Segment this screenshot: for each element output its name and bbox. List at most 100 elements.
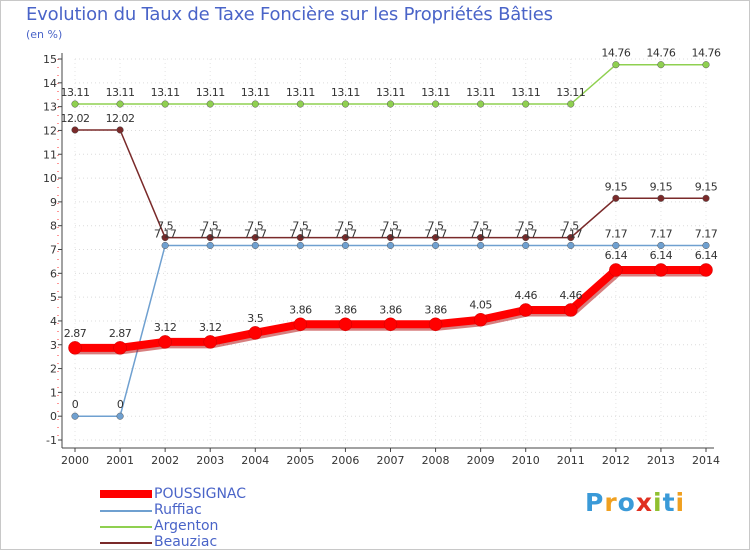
data-point[interactable]: [612, 61, 620, 69]
data-point[interactable]: [522, 234, 530, 242]
data-point[interactable]: [654, 263, 668, 277]
x-tick-label: 2003: [196, 454, 224, 467]
data-label: 13.11: [151, 86, 180, 99]
data-point[interactable]: [702, 241, 710, 250]
logo-letter: i: [653, 488, 663, 517]
data-label: 7.17: [695, 227, 718, 240]
x-tick-label: 2000: [61, 454, 89, 467]
data-point[interactable]: [251, 100, 259, 108]
data-point[interactable]: [609, 263, 623, 277]
data-point[interactable]: [338, 317, 353, 332]
data-point[interactable]: [567, 234, 575, 242]
data-point[interactable]: [71, 412, 79, 420]
data-label: 7.17: [514, 227, 537, 240]
data-label: 7.17: [289, 227, 312, 240]
legend-label: Argenton: [154, 518, 219, 534]
data-point[interactable]: [386, 241, 395, 250]
data-point[interactable]: [383, 317, 398, 332]
data-point[interactable]: [206, 100, 214, 108]
data-label: 12.02: [106, 112, 135, 125]
data-point[interactable]: [386, 234, 395, 242]
data-point[interactable]: [428, 317, 443, 332]
data-label: 14.76: [646, 47, 675, 60]
data-label: 2.87: [109, 327, 132, 340]
legend-item-beauziac[interactable]: Beauziac: [100, 534, 300, 550]
data-point[interactable]: [296, 241, 304, 250]
x-tick-label: 2010: [512, 454, 540, 467]
data-point[interactable]: [702, 61, 710, 69]
data-point[interactable]: [293, 317, 308, 332]
data-label: 9.15: [605, 180, 628, 193]
data-point[interactable]: [68, 341, 82, 355]
logo-letter: P: [585, 488, 605, 517]
data-point[interactable]: [522, 241, 530, 250]
chart-title: Evolution du Taux de Taxe Foncière sur l…: [26, 4, 553, 25]
data-label: 4.46: [514, 289, 537, 302]
data-label: 4.46: [560, 289, 583, 302]
data-point[interactable]: [296, 100, 304, 108]
data-label: 7.17: [379, 227, 402, 240]
data-point[interactable]: [341, 241, 349, 250]
data-point[interactable]: [113, 341, 127, 355]
data-point[interactable]: [251, 234, 259, 242]
data-point[interactable]: [522, 100, 530, 108]
data-point[interactable]: [477, 100, 485, 108]
data-label: 7.17: [560, 227, 583, 240]
data-point[interactable]: [116, 412, 124, 420]
y-tick-label: 5: [50, 291, 57, 304]
data-label: 7.17: [334, 227, 357, 240]
x-tick-label: 2002: [151, 454, 179, 467]
data-point[interactable]: [477, 241, 485, 250]
data-point[interactable]: [71, 126, 79, 134]
data-label: 7.17: [154, 227, 177, 240]
y-tick-label: 15: [43, 53, 57, 66]
x-tick-label: 2007: [377, 454, 405, 467]
data-point[interactable]: [341, 100, 349, 108]
data-point[interactable]: [567, 100, 575, 108]
data-point[interactable]: [564, 303, 578, 317]
y-tick-label: 8: [50, 220, 57, 233]
data-point[interactable]: [612, 241, 620, 250]
data-point[interactable]: [203, 335, 217, 349]
data-point[interactable]: [612, 194, 620, 202]
y-tick-label: 6: [50, 267, 57, 280]
y-tick-label: -1: [46, 434, 57, 447]
data-point[interactable]: [116, 100, 124, 108]
data-point[interactable]: [71, 100, 79, 108]
data-point[interactable]: [657, 241, 665, 250]
data-point[interactable]: [477, 234, 485, 242]
data-point[interactable]: [518, 303, 533, 317]
data-label: 7.17: [469, 227, 492, 240]
data-label: 6.14: [605, 249, 628, 262]
legend-item-argenton[interactable]: Argenton: [100, 518, 300, 534]
data-point[interactable]: [161, 241, 169, 250]
data-point[interactable]: [657, 61, 665, 69]
x-tick-label: 2001: [106, 454, 134, 467]
data-point[interactable]: [386, 100, 395, 108]
data-point[interactable]: [341, 234, 349, 242]
data-point[interactable]: [161, 234, 169, 242]
data-point[interactable]: [432, 241, 440, 250]
data-label: 7.5: [157, 220, 173, 233]
logo-letter: x: [635, 488, 653, 517]
proxiti-logo: Proxiti: [585, 488, 685, 517]
data-point[interactable]: [251, 241, 259, 250]
data-point[interactable]: [432, 234, 440, 242]
data-point[interactable]: [432, 100, 440, 108]
data-point[interactable]: [116, 126, 124, 134]
data-point[interactable]: [158, 335, 172, 349]
data-point[interactable]: [206, 241, 214, 250]
data-point[interactable]: [657, 194, 665, 202]
data-point[interactable]: [161, 100, 169, 108]
legend-item-ruffiac[interactable]: Ruffiac: [100, 502, 300, 518]
logo-letter: o: [617, 488, 636, 517]
data-point[interactable]: [248, 326, 263, 340]
data-point[interactable]: [296, 234, 304, 242]
data-point[interactable]: [206, 234, 214, 242]
data-point[interactable]: [567, 241, 575, 250]
data-point[interactable]: [699, 263, 713, 277]
data-point[interactable]: [473, 312, 488, 327]
data-point[interactable]: [702, 194, 710, 202]
y-tick-label: 3: [50, 339, 57, 352]
legend-item-poussignac[interactable]: POUSSIGNAC: [100, 486, 300, 502]
